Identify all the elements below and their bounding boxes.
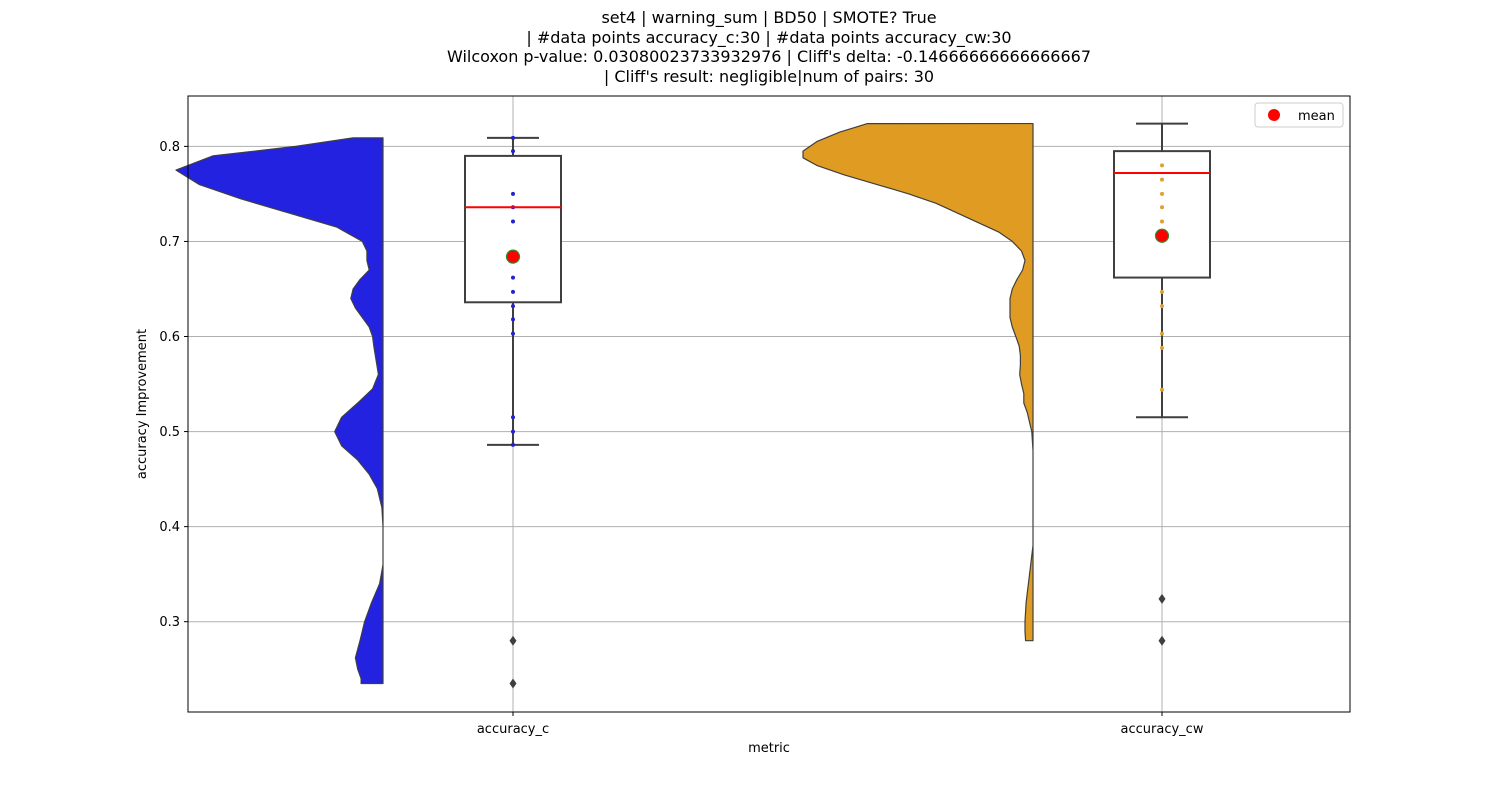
data-point-accuracy_c (511, 149, 515, 154)
outlier-accuracy_cw (1158, 635, 1166, 646)
x-tick-label: accuracy_c (477, 722, 549, 737)
y-tick-label: 0.3 (159, 615, 180, 630)
title-line-2: | #data points accuracy_c:30 | #data poi… (526, 27, 1012, 47)
violin-accuracy_cw (802, 122, 1034, 642)
y-tick-label: 0.4 (159, 520, 180, 535)
x-tick-label: accuracy_cw (1121, 722, 1204, 737)
data-point-accuracy_cw (1160, 289, 1164, 294)
chart-title: set4 | warning_sum | BD50 | SMOTE? True … (0, 8, 1500, 86)
data-point-accuracy_c (511, 289, 515, 294)
outlier-accuracy_c (509, 635, 517, 646)
title-line-1: set4 | warning_sum | BD50 | SMOTE? True (601, 8, 937, 27)
box-accuracy_c (464, 154, 562, 304)
data-point-accuracy_c (511, 135, 515, 140)
outlier-accuracy_cw (1158, 593, 1166, 604)
data-point-accuracy_c (511, 317, 515, 322)
legend-mean-label: mean (1298, 109, 1335, 124)
x-axis-label: metric (748, 741, 790, 756)
violin-layer (175, 122, 1034, 685)
plot-area-frame (187, 95, 1351, 713)
legend-frame (1254, 102, 1344, 128)
data-point-accuracy_c (511, 219, 515, 224)
y-tick-label: 0.6 (159, 330, 180, 345)
data-point-accuracy_cw (1160, 177, 1164, 182)
outlier-accuracy_c (509, 678, 517, 689)
box-accuracy_cw (1113, 150, 1211, 279)
data-point-accuracy_cw (1160, 387, 1164, 392)
data-point-accuracy_c (511, 429, 515, 434)
data-point-accuracy_cw (1160, 304, 1164, 309)
mean-marker-accuracy_c (505, 249, 521, 264)
data-point-accuracy_cw (1160, 163, 1164, 168)
y-axis-label: accuracy Improvement (135, 329, 150, 479)
data-point-accuracy_cw (1160, 331, 1164, 336)
data-point-accuracy_cw (1160, 191, 1164, 196)
data-point-accuracy_cw (1160, 205, 1164, 210)
y-tick-label: 0.8 (159, 140, 180, 155)
data-point-accuracy_c (511, 442, 515, 447)
title-line-3: Wilcoxon p-value: 0.03080023733932976 | … (446, 47, 1091, 66)
data-point-accuracy_c (511, 331, 515, 336)
axis-layer: 0.3 0.4 0.5 0.6 0.7 0.8 accuracy_c accuracy_cw (159, 140, 1204, 737)
mean-marker-accuracy_cw (1154, 228, 1170, 243)
y-tick-label: 0.7 (159, 235, 180, 250)
data-point-accuracy_c (511, 415, 515, 420)
violin-accuracy_c (175, 137, 384, 685)
point-layer (465, 135, 1210, 689)
y-tick-label: 0.5 (159, 425, 180, 440)
title-line-4: | Cliff's result: negligible|num of pair… (603, 66, 935, 86)
data-point-accuracy_c (511, 275, 515, 280)
data-point-accuracy_c (511, 304, 515, 309)
data-point-accuracy_cw (1160, 219, 1164, 224)
legend-mean-marker (1268, 109, 1280, 121)
legend: mean (1254, 102, 1344, 128)
data-point-accuracy_cw (1160, 345, 1164, 350)
data-point-accuracy_c (511, 191, 515, 196)
